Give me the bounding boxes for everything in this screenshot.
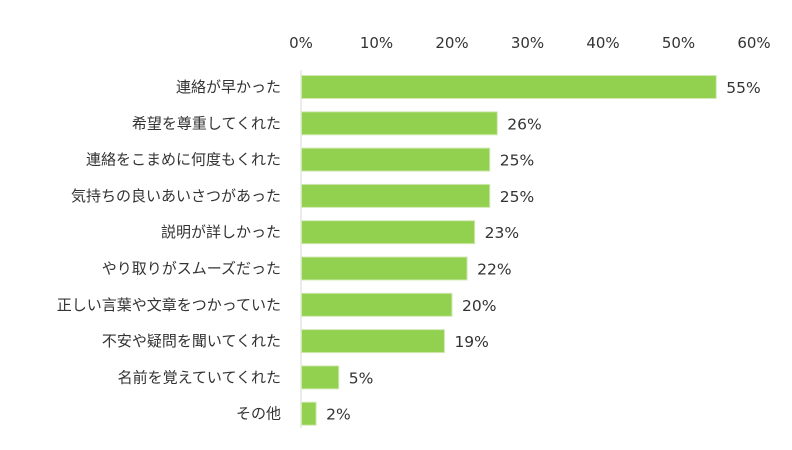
value-label: 2% xyxy=(326,406,351,424)
category-label: 正しい言葉や文章をつかっていた xyxy=(57,296,281,314)
bar xyxy=(301,365,340,390)
value-label: 23% xyxy=(485,224,519,242)
x-tick-label: 0% xyxy=(289,34,313,52)
bar xyxy=(301,220,476,245)
value-label: 55% xyxy=(726,79,760,97)
bar xyxy=(301,183,491,208)
category-label: 名前を覚えていてくれた xyxy=(118,368,281,386)
x-tick-label: 60% xyxy=(737,34,770,52)
x-tick-label: 20% xyxy=(435,34,468,52)
category-label: 気持ちの良いあいさつがあった xyxy=(71,187,281,205)
bar xyxy=(301,111,498,136)
category-label: 連絡をこまめに何度もくれた xyxy=(86,151,281,169)
bar xyxy=(301,401,317,426)
x-tick-label: 10% xyxy=(360,34,393,52)
value-label: 26% xyxy=(507,115,541,133)
x-tick-label: 30% xyxy=(511,34,544,52)
category-label: 希望を尊重してくれた xyxy=(132,114,281,132)
bar xyxy=(301,147,491,172)
category-label: 不安や疑問を聞いてくれた xyxy=(102,332,281,350)
category-label: その他 xyxy=(236,405,281,423)
category-label: 説明が詳しかった xyxy=(161,223,281,241)
bar xyxy=(301,75,717,99)
x-tick-label: 50% xyxy=(662,34,695,52)
value-label: 20% xyxy=(462,297,496,315)
bar xyxy=(301,256,468,281)
category-label: やり取りがスムーズだった xyxy=(102,260,281,278)
category-label: 連絡が早かった xyxy=(176,78,281,96)
value-label: 22% xyxy=(477,261,511,279)
value-label: 5% xyxy=(349,369,374,387)
bar xyxy=(301,292,453,317)
value-label: 25% xyxy=(500,188,534,206)
value-label: 25% xyxy=(500,152,534,170)
x-tick-label: 40% xyxy=(586,34,619,52)
bar xyxy=(301,329,445,354)
value-label: 19% xyxy=(454,333,488,351)
